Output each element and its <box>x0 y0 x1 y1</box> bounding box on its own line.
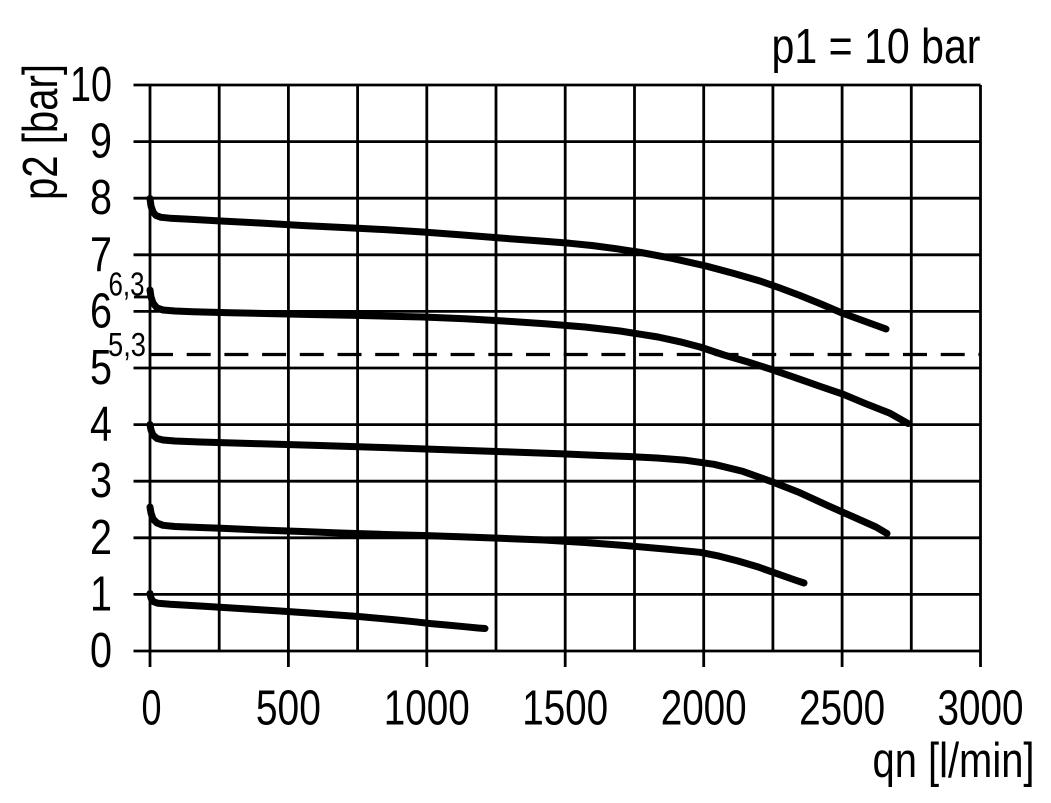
svg-text:0: 0 <box>142 682 162 736</box>
svg-text:1: 1 <box>90 567 112 621</box>
svg-text:6: 6 <box>90 284 112 338</box>
svg-text:0: 0 <box>90 624 112 678</box>
svg-text:p1 = 10 bar: p1 = 10 bar <box>772 20 981 74</box>
svg-text:5: 5 <box>90 341 112 395</box>
svg-text:p2 [bar]: p2 [bar] <box>14 64 68 200</box>
svg-text:9: 9 <box>90 115 112 169</box>
svg-text:2000: 2000 <box>661 682 747 736</box>
svg-text:1000: 1000 <box>384 682 470 736</box>
svg-text:7: 7 <box>90 228 112 282</box>
svg-text:8: 8 <box>90 171 112 225</box>
svg-text:3: 3 <box>90 454 112 508</box>
svg-text:2: 2 <box>90 511 112 565</box>
svg-text:3000: 3000 <box>938 682 1024 736</box>
svg-text:6,3: 6,3 <box>109 266 145 303</box>
svg-text:10: 10 <box>70 58 112 112</box>
svg-text:1500: 1500 <box>522 682 608 736</box>
svg-text:500: 500 <box>256 682 321 736</box>
svg-text:4: 4 <box>90 398 112 452</box>
svg-text:2500: 2500 <box>799 682 885 736</box>
svg-text:5,3: 5,3 <box>108 326 146 363</box>
svg-text:qn [l/min]: qn [l/min] <box>873 734 1035 788</box>
